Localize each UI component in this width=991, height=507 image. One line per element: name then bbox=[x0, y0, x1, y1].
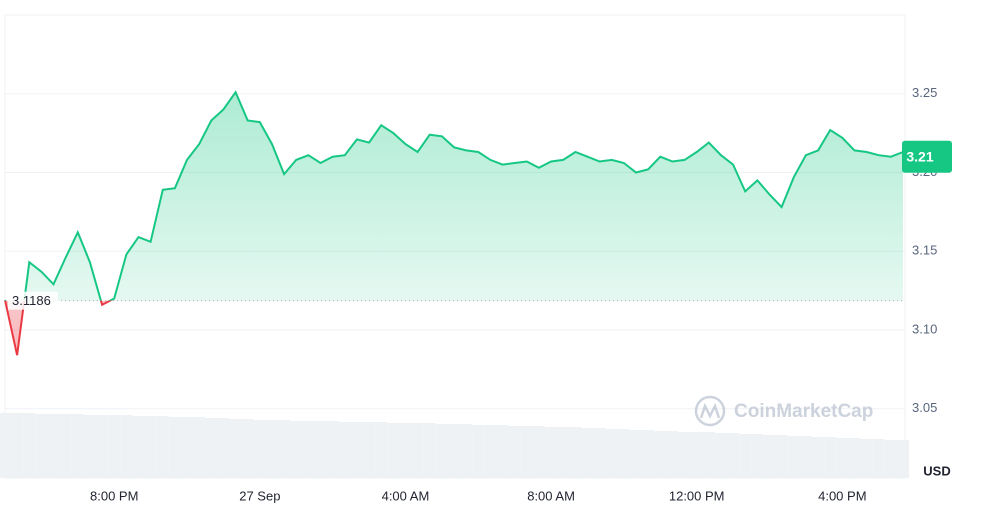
volume-bar bbox=[350, 422, 363, 478]
volume-bar bbox=[253, 420, 266, 478]
volume-bar bbox=[545, 427, 558, 478]
volume-bar bbox=[59, 414, 72, 478]
volume-bar bbox=[896, 440, 910, 478]
watermark-logo bbox=[694, 395, 726, 427]
y-tick-label: 3.05 bbox=[912, 400, 937, 415]
volume-bar bbox=[836, 438, 849, 478]
baseline-label: 3.1186 bbox=[12, 293, 51, 308]
volume-bar bbox=[775, 435, 788, 478]
volume-bar bbox=[860, 439, 873, 478]
volume-bar bbox=[787, 436, 800, 478]
volume-bar bbox=[362, 422, 376, 478]
volume-bar bbox=[678, 432, 691, 478]
volume-bar bbox=[884, 440, 897, 478]
volume-bar bbox=[508, 426, 521, 478]
volume-bar bbox=[47, 414, 60, 478]
volume-bar bbox=[642, 430, 655, 478]
volume-bar bbox=[132, 416, 145, 478]
volume-bar bbox=[811, 437, 825, 478]
volume-bar bbox=[326, 421, 339, 478]
x-tick-label: 8:00 PM bbox=[90, 488, 138, 503]
volume-bar bbox=[727, 433, 740, 478]
volume-bar bbox=[605, 429, 618, 478]
volume-bar bbox=[460, 424, 473, 478]
volume-bar bbox=[108, 415, 121, 478]
volume-bar bbox=[484, 425, 497, 478]
volume-bar bbox=[375, 422, 388, 478]
volume-bar bbox=[144, 416, 157, 478]
x-tick-label: 4:00 PM bbox=[818, 488, 866, 503]
volume-bar bbox=[120, 415, 133, 478]
volume-bar bbox=[229, 419, 242, 478]
x-tick-label: 27 Sep bbox=[239, 488, 280, 503]
volume-bar bbox=[824, 437, 837, 478]
volume-bar bbox=[338, 422, 351, 478]
volume-bar bbox=[180, 417, 194, 478]
volume-bar bbox=[265, 420, 279, 478]
volume-bar bbox=[629, 430, 643, 478]
y-unit: USD bbox=[923, 463, 950, 478]
volume-bar bbox=[617, 429, 630, 478]
current-price-label: 3.21 bbox=[906, 148, 933, 164]
volume-bar bbox=[447, 424, 461, 478]
volume-bar bbox=[205, 418, 218, 478]
x-tick-label: 4:00 AM bbox=[382, 488, 430, 503]
volume-bar bbox=[35, 414, 48, 478]
volume-bar bbox=[799, 436, 812, 478]
volume-bar bbox=[654, 431, 667, 478]
watermark-logo-mark bbox=[699, 402, 721, 419]
volume-bar bbox=[690, 432, 703, 478]
volume-bar bbox=[0, 413, 12, 478]
volume-bar bbox=[557, 427, 570, 478]
price-line-up bbox=[4, 90, 904, 301]
volume-bar bbox=[666, 431, 679, 478]
volume-bar bbox=[193, 417, 206, 478]
volume-bar bbox=[241, 419, 254, 478]
volume-bar bbox=[278, 420, 291, 478]
volume-bar bbox=[739, 434, 752, 478]
watermark: CoinMarketCap bbox=[694, 395, 873, 427]
volume-bar bbox=[532, 426, 546, 478]
volume-bar bbox=[387, 423, 400, 478]
y-tick-label: 3.25 bbox=[912, 85, 937, 100]
watermark-text: CoinMarketCap bbox=[734, 401, 873, 422]
volume-bar bbox=[302, 421, 315, 478]
volume-bar bbox=[872, 439, 885, 478]
volume-bar bbox=[83, 415, 97, 478]
volume-bar bbox=[593, 428, 606, 478]
y-tick-label: 3.15 bbox=[912, 243, 937, 258]
volume-bar bbox=[156, 416, 169, 478]
volume-bar bbox=[520, 426, 533, 478]
volume-bar bbox=[23, 413, 36, 478]
volume-bar bbox=[217, 418, 230, 478]
volume-bar bbox=[11, 413, 24, 478]
volume-bar bbox=[848, 438, 861, 478]
volume-bar bbox=[702, 432, 715, 478]
volume-bar bbox=[581, 428, 594, 478]
volume-bar bbox=[763, 435, 776, 478]
volume-bar bbox=[399, 423, 412, 478]
x-tick-label: 12:00 PM bbox=[669, 488, 725, 503]
current-price-box bbox=[902, 140, 952, 173]
volume-bar bbox=[472, 425, 485, 478]
baseline-label-bg bbox=[8, 291, 58, 310]
volume-bar bbox=[290, 421, 303, 478]
volume-bar bbox=[569, 427, 582, 478]
volume-bar bbox=[496, 425, 509, 478]
volume-bar bbox=[423, 423, 436, 478]
area-up bbox=[5, 92, 903, 301]
volume-bar bbox=[435, 424, 448, 478]
volume-bar bbox=[96, 415, 109, 478]
volume-bar bbox=[411, 423, 424, 478]
volume-bar bbox=[168, 417, 181, 478]
volume-bar bbox=[751, 434, 764, 478]
x-tick-label: 8:00 AM bbox=[527, 488, 575, 503]
y-tick-label: 3.10 bbox=[912, 321, 937, 336]
volume-bar bbox=[71, 414, 84, 478]
volume-bar bbox=[314, 421, 327, 478]
volume-bar bbox=[714, 433, 728, 478]
